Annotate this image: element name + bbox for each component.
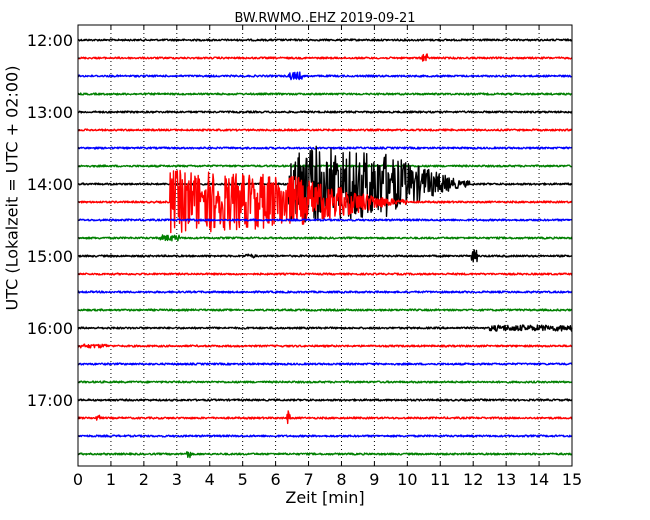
y-tick-label: 16:00: [27, 319, 73, 338]
grid-lines: [110, 25, 540, 466]
y-tick-label: 12:00: [27, 31, 73, 50]
y-tick-label: 13:00: [27, 103, 73, 122]
trace-1415: [77, 169, 573, 234]
trace-1615: [77, 343, 573, 349]
trace-1700: [77, 398, 573, 402]
x-tick-label: 7: [303, 470, 313, 489]
x-tick-label: 12: [463, 470, 483, 489]
plot-frame: [77, 24, 573, 467]
trace-1300: [77, 110, 573, 114]
trace-1330: [77, 146, 573, 150]
x-tick-label: 2: [139, 470, 149, 489]
trace-1645: [77, 380, 573, 384]
trace-1315: [77, 128, 573, 132]
trace-1445: [77, 234, 573, 242]
x-tick-label: 13: [496, 470, 516, 489]
trace-1630: [77, 362, 573, 366]
x-tick-label: 11: [430, 470, 450, 489]
x-tick-label: 4: [205, 470, 215, 489]
y-tick-label: 17:00: [27, 391, 73, 410]
traces: [77, 38, 573, 459]
x-tick-label: 0: [73, 470, 83, 489]
trace-1500: [77, 249, 573, 263]
trace-1400: [77, 145, 573, 223]
x-tick-label: 10: [397, 470, 417, 489]
trace-1245: [77, 92, 573, 96]
trace-1600: [77, 324, 573, 332]
trace-1715: [77, 410, 573, 425]
trace-1730: [77, 434, 573, 438]
x-tick-label: 14: [529, 470, 549, 489]
y-tick-label: 15:00: [27, 247, 73, 266]
trace-1345: [77, 164, 573, 168]
trace-1430: [77, 218, 573, 222]
x-tick-label: 8: [336, 470, 346, 489]
trace-1215: [77, 53, 573, 62]
y-axis-label: UTC (Lokalzeit = UTC + 02:00): [2, 65, 22, 311]
x-tick-label: 9: [369, 470, 379, 489]
trace-1530: [77, 290, 573, 294]
x-tick-label: 3: [172, 470, 182, 489]
y-tick-label: 14:00: [27, 175, 73, 194]
trace-1230: [77, 71, 573, 81]
chart-title: BW.RWMO..EHZ 2019-09-21: [234, 11, 416, 26]
x-tick-label: 1: [106, 470, 116, 489]
trace-1515: [77, 272, 573, 276]
trace-1200: [77, 38, 573, 42]
x-tick-label: 5: [238, 470, 248, 489]
x-axis-label: Zeit [min]: [285, 488, 365, 507]
trace-1745: [77, 451, 573, 459]
trace-1545: [77, 308, 573, 312]
axis-ticks: 0 1 2 3 4 5 6 7 8 9 10 11 12 13 14 1512:0013:0014:0015:…: [27, 25, 582, 489]
x-tick-label: 6: [271, 470, 281, 489]
x-tick-label: 15: [562, 470, 582, 489]
